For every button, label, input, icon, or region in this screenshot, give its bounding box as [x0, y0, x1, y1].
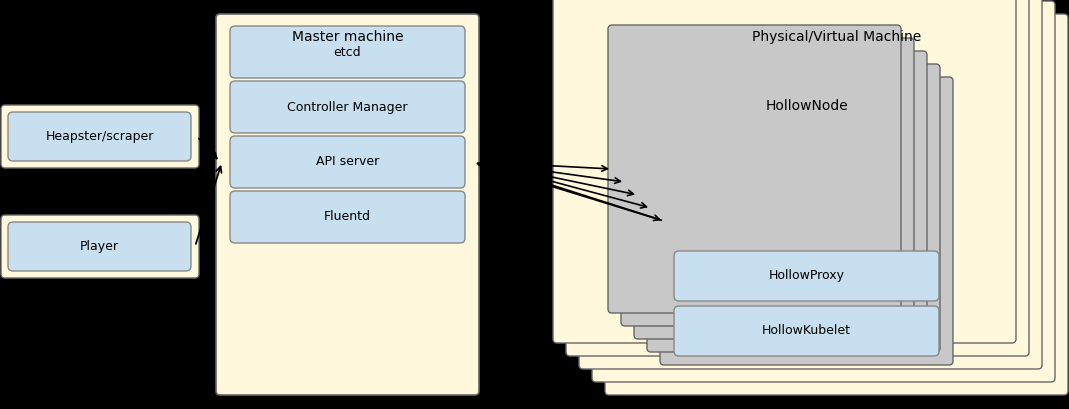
- Text: etcd: etcd: [334, 45, 361, 58]
- FancyBboxPatch shape: [553, 0, 1016, 343]
- Text: Master machine: Master machine: [292, 30, 403, 44]
- Text: Physical/Virtual Machine: Physical/Virtual Machine: [752, 30, 921, 44]
- FancyBboxPatch shape: [673, 251, 939, 301]
- FancyBboxPatch shape: [647, 64, 940, 352]
- Text: Fluentd: Fluentd: [324, 211, 371, 223]
- FancyBboxPatch shape: [660, 77, 952, 365]
- Text: Player: Player: [80, 240, 119, 253]
- FancyBboxPatch shape: [592, 1, 1055, 382]
- Text: Heapster/scraper: Heapster/scraper: [45, 130, 154, 143]
- Text: HollowKubelet: HollowKubelet: [762, 324, 851, 337]
- FancyBboxPatch shape: [673, 306, 939, 356]
- FancyBboxPatch shape: [1, 105, 199, 168]
- FancyBboxPatch shape: [621, 38, 914, 326]
- FancyBboxPatch shape: [230, 81, 465, 133]
- FancyBboxPatch shape: [7, 222, 191, 271]
- Text: Controller Manager: Controller Manager: [288, 101, 407, 114]
- FancyBboxPatch shape: [566, 0, 1029, 356]
- FancyBboxPatch shape: [605, 14, 1068, 395]
- Text: API server: API server: [315, 155, 379, 169]
- FancyBboxPatch shape: [230, 26, 465, 78]
- FancyBboxPatch shape: [230, 191, 465, 243]
- FancyBboxPatch shape: [230, 136, 465, 188]
- FancyBboxPatch shape: [634, 51, 927, 339]
- Text: HollowProxy: HollowProxy: [769, 270, 845, 283]
- FancyBboxPatch shape: [608, 25, 901, 313]
- FancyBboxPatch shape: [216, 14, 479, 395]
- Text: HollowNode: HollowNode: [765, 99, 848, 113]
- FancyBboxPatch shape: [1, 215, 199, 278]
- FancyBboxPatch shape: [7, 112, 191, 161]
- FancyBboxPatch shape: [579, 0, 1042, 369]
